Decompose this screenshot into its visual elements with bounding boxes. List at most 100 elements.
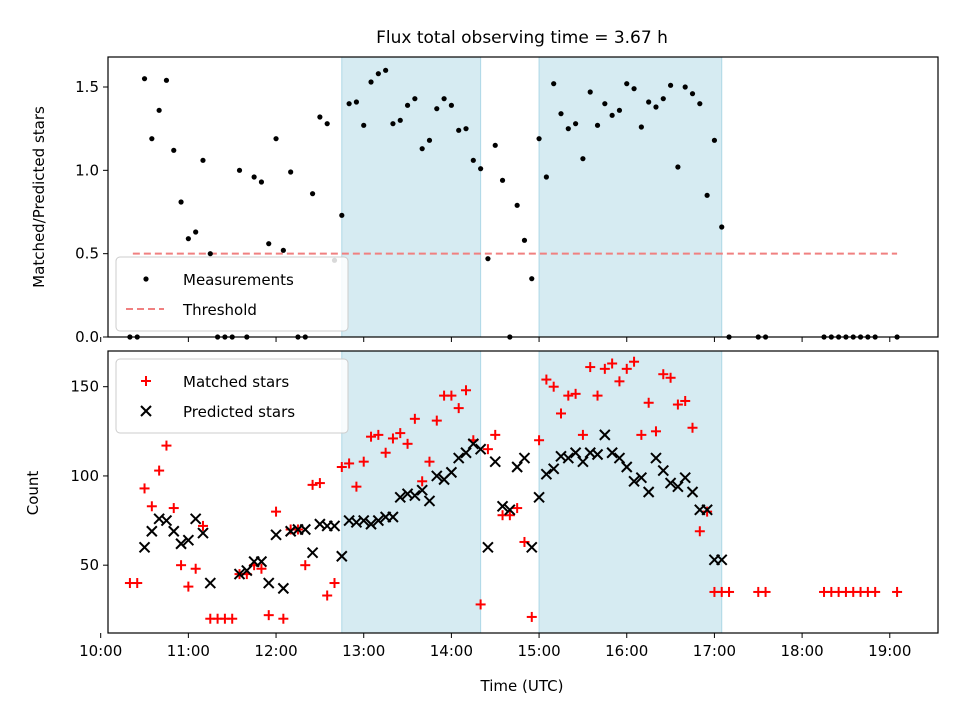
predicted-star-point [716, 554, 728, 566]
predicted-star-point [657, 464, 669, 477]
measurement-point [485, 256, 491, 262]
matched-star-point [504, 510, 515, 521]
x-tick-label: 14:00 [430, 642, 473, 660]
matched-star-point [607, 358, 618, 369]
x-b [336, 550, 348, 562]
matched-star-point [687, 422, 698, 433]
matched-star-point [665, 372, 676, 383]
measurement-point [521, 237, 528, 243]
matched-star-point [314, 478, 325, 489]
top-y-axis-label: Matched/Predicted stars [30, 106, 48, 288]
top-y-tick-label: 0.5 [75, 245, 99, 263]
measurement-point [704, 192, 710, 198]
matched-star-point [351, 481, 362, 492]
predicted-star-point [255, 555, 268, 568]
x-b [197, 527, 209, 539]
measurement-point [339, 212, 345, 218]
x-b [467, 438, 480, 450]
predicted-star-point [452, 452, 465, 464]
matched-star-point [168, 503, 179, 514]
predicted-star-point [189, 513, 202, 525]
measurement-point [251, 174, 257, 180]
matched-star-point [380, 447, 391, 458]
measurement-point [258, 179, 265, 185]
measurement-point [470, 157, 476, 163]
measurement-point [178, 199, 184, 205]
x-b [241, 564, 253, 577]
measurement-point [193, 229, 199, 235]
measurement-point [200, 157, 206, 163]
matched-star-point [197, 520, 208, 531]
x-b [423, 495, 436, 507]
x-tick-label: 18:00 [780, 642, 823, 660]
matched-star-point [263, 610, 274, 621]
predicted-star-point [197, 527, 209, 539]
matched-star-point [409, 413, 420, 424]
x-tick-label: 10:00 [79, 642, 122, 660]
measurement-point [156, 107, 162, 113]
x-b [489, 455, 501, 468]
measurement-point [141, 76, 148, 82]
predicted-star-point [635, 472, 648, 484]
x-b [562, 452, 575, 464]
matched-star-point [132, 578, 143, 589]
matched-star-point [482, 444, 493, 455]
matched-star-point [358, 456, 369, 467]
x-b [255, 555, 268, 568]
measurement-point [478, 166, 484, 172]
measurement-point [463, 126, 469, 132]
x-b [233, 568, 246, 580]
predicted-star-point [416, 484, 428, 496]
measurement-point [346, 101, 352, 107]
predicted-star-point [474, 443, 487, 455]
x-b [168, 525, 180, 537]
chart-title: Flux total observing time = 3.67 h [376, 28, 668, 48]
top-y-tick-label: 1.0 [75, 161, 99, 179]
x-b [511, 461, 523, 473]
x-tick-label: 17:00 [693, 642, 736, 660]
matched-star-point [870, 586, 881, 597]
predicted-star-point [175, 538, 187, 550]
top-panel: 0.0 0.5 1.0 1.5 Measurements Threshold [75, 56, 939, 346]
x-b [270, 529, 282, 541]
measurement-point [412, 96, 418, 102]
predicted-star-point [533, 491, 545, 504]
predicted-star-point [489, 455, 501, 468]
legend-label: Matched stars [183, 373, 289, 391]
legend-label: Measurements [183, 271, 294, 289]
predicted-star-point [504, 504, 516, 516]
x-b [716, 554, 728, 566]
x-b [160, 514, 173, 527]
predicted-star-point [701, 504, 713, 516]
x-b [365, 518, 377, 530]
matched-star-point [402, 438, 413, 449]
measurement-point [689, 91, 696, 97]
measurement-point [441, 96, 447, 102]
matched-star-point [329, 578, 340, 589]
matched-star-point [512, 503, 523, 514]
measurement-point [616, 107, 623, 113]
x-b [635, 472, 648, 484]
legend-label: Predicted stars [183, 403, 295, 421]
matched-star-point [395, 428, 406, 439]
measurement-point [609, 112, 615, 118]
x-b [189, 513, 202, 525]
measurement-point [492, 142, 498, 148]
top-legend: Measurements Threshold [115, 256, 349, 332]
predicted-star-point [146, 525, 158, 537]
x-b [299, 523, 311, 536]
x-b [350, 516, 363, 529]
top-shaded-interval [538, 56, 723, 338]
matched-star-point [431, 415, 442, 426]
x-b [628, 475, 640, 487]
matched-star-point [892, 586, 903, 597]
measurement-point [536, 136, 542, 142]
matched-star-point [307, 479, 318, 490]
bottom-shaded-interval [538, 350, 723, 634]
x-b [358, 514, 370, 527]
matched-star-point [139, 483, 150, 494]
matched-star-point [146, 501, 157, 512]
predicted-star-point [138, 541, 151, 554]
measurement-point [171, 147, 177, 153]
predicted-star-point [562, 452, 575, 464]
